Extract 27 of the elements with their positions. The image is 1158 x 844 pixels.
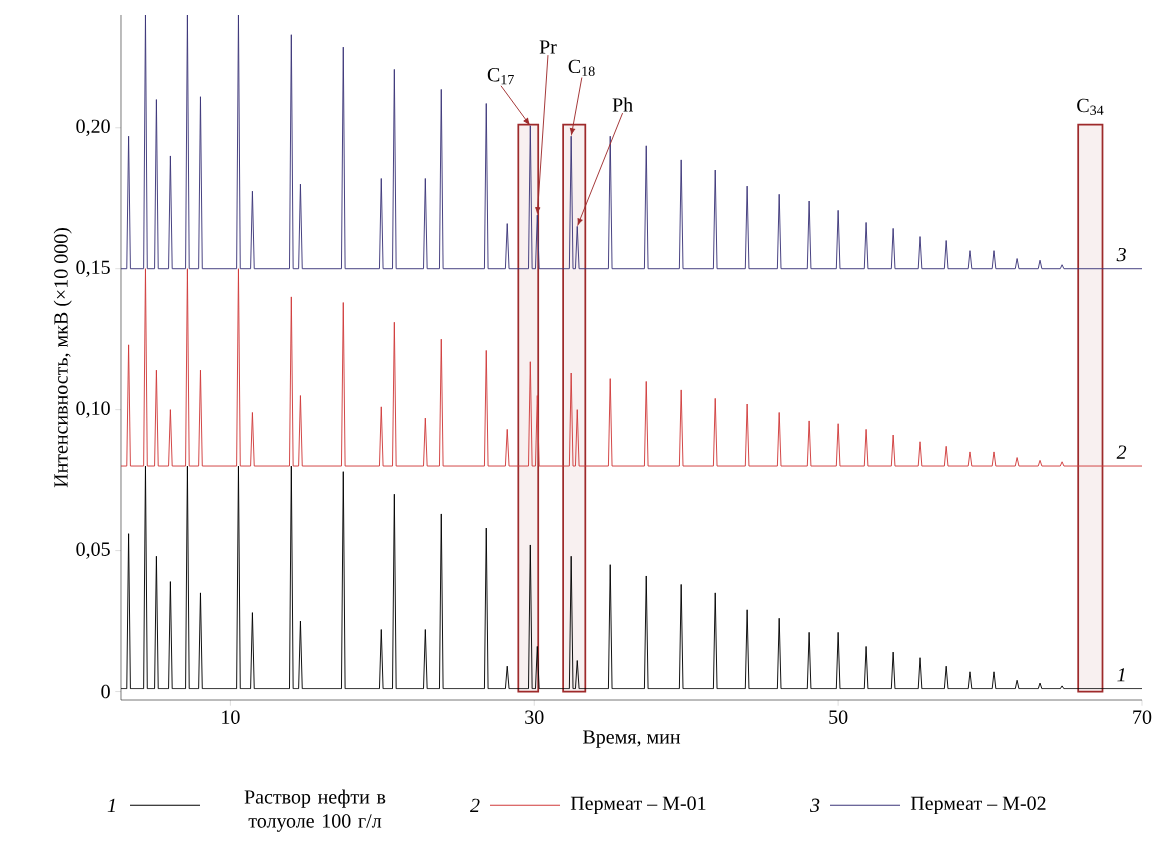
text: 3 [809, 798, 820, 813]
text: 2 [470, 798, 480, 812]
y-tick-label: 0,15 [76, 260, 110, 277]
x-tick-label: 30 [525, 710, 544, 724]
legend-label: Пермеат – М-01 [570, 796, 706, 815]
annotation: C$_{34}$ [1077, 98, 1104, 116]
x-tick-label: 10 [222, 710, 240, 724]
y-tick-label: 0,05 [76, 542, 110, 559]
x-tick-label: 70 [1133, 710, 1152, 724]
legend-label: Пермеат – М-02 [910, 796, 1046, 815]
y-axis-title: Интенсивность, мкВ (×10 000) [53, 228, 72, 488]
annotation: C$_{18}$ [568, 59, 595, 76]
annotation: 3 [1116, 247, 1126, 262]
annotation: 1 [1117, 668, 1125, 682]
annotation: 2 [1116, 445, 1127, 459]
annotation: Ph [612, 97, 633, 112]
line-series [121, 15, 1142, 270]
legend-label: Раствор нефти в толуоле 100 г/л [244, 789, 386, 832]
x-axis-title: Время, мин [583, 730, 681, 748]
x-tick-label: 50 [829, 710, 848, 724]
annotation: Pr [539, 40, 557, 54]
line-series [121, 268, 1142, 467]
y-tick-label: 0,20 [76, 119, 110, 136]
text: 1 [107, 798, 115, 812]
annotation: C$_{17}$ [487, 68, 514, 85]
y-tick-label: 0,10 [76, 401, 110, 418]
y-tick-label: 0 [101, 684, 110, 699]
